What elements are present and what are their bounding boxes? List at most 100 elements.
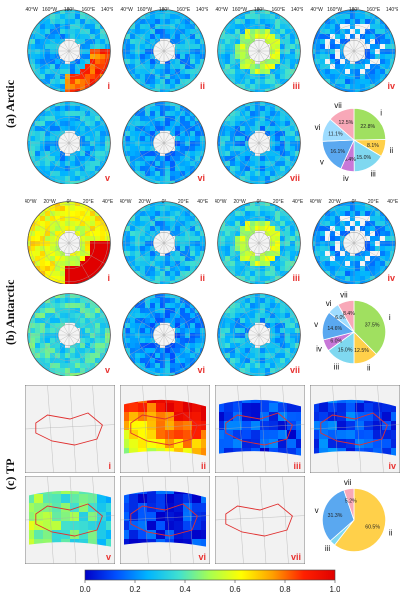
grid-cell (385, 64, 390, 69)
grid-cell (90, 231, 95, 236)
grid-cell (290, 318, 295, 323)
grid-cell (285, 231, 290, 236)
grid-cell (40, 333, 45, 338)
grid-cell (287, 421, 296, 430)
grid-cell (335, 271, 340, 276)
grid-cell (269, 448, 278, 456)
grid-cell (382, 421, 391, 430)
grid-cell (260, 84, 265, 89)
grid-cell (265, 276, 270, 281)
grid-cell (275, 261, 280, 266)
grid-cell (185, 141, 190, 146)
grid-cell (95, 161, 100, 166)
grid-cell (85, 106, 90, 111)
grid-cell (195, 131, 200, 136)
grid-cell (155, 348, 160, 353)
grid-cell (255, 69, 260, 74)
grid-cell (30, 241, 35, 246)
grid-cell (355, 439, 364, 448)
grid-cell (240, 156, 245, 161)
grid-cell (225, 54, 230, 59)
grid-cell (225, 353, 230, 358)
grid-cell (337, 421, 346, 430)
grid-cell (124, 530, 129, 539)
grid-cell (60, 211, 65, 216)
grid-cell (85, 216, 90, 221)
grid-cell (235, 256, 240, 261)
grid-cell (29, 539, 34, 547)
grid-cell (50, 34, 55, 39)
grid-cell (170, 281, 175, 284)
grid-cell (80, 236, 85, 241)
grid-cell (75, 161, 80, 166)
grid-cell (325, 266, 330, 271)
grid-cell (260, 69, 265, 74)
grid-cell (125, 333, 130, 338)
grid-cell (150, 333, 155, 338)
grid-cell (185, 216, 190, 221)
grid-cell (145, 343, 150, 348)
grid-cell (61, 512, 70, 521)
grid-cell (375, 34, 380, 39)
grid-cell (278, 403, 287, 412)
grid-cell (180, 358, 185, 363)
grid-cell (360, 59, 365, 64)
grid-cell (90, 24, 95, 29)
grid-cell (340, 69, 345, 74)
grid-cell (220, 54, 225, 59)
grid-cell (155, 206, 160, 211)
grid-cell (235, 106, 240, 111)
grid-cell (60, 221, 65, 226)
section-label-antarctic: (b) Antarctic (3, 279, 17, 345)
grid-cell (335, 19, 340, 24)
grid-cell (365, 29, 370, 34)
grid-cell (219, 403, 224, 412)
grid-cell (80, 171, 85, 176)
grid-cell (80, 363, 85, 368)
grid-cell (260, 399, 269, 403)
grid-cell (65, 293, 70, 298)
grid-cell (330, 216, 335, 221)
grid-cell (50, 161, 55, 166)
grid-cell (255, 79, 260, 84)
grid-cell (70, 211, 75, 216)
grid-cell (185, 211, 190, 216)
grid-cell (325, 241, 330, 246)
grid-cell (160, 74, 165, 79)
grid-cell (60, 231, 65, 236)
grid-cell (295, 231, 300, 236)
grid-cell (35, 166, 40, 171)
meridian-line (48, 15, 70, 52)
grid-cell (50, 368, 55, 373)
grid-cell (255, 126, 260, 131)
grid-cell (255, 313, 260, 318)
grid-cell (185, 348, 190, 353)
grid-cell (275, 358, 280, 363)
grid-cell (80, 206, 85, 211)
grid-cell (95, 59, 100, 64)
grid-cell (325, 226, 330, 231)
grid-cell (160, 293, 165, 298)
meridian-line (353, 30, 390, 52)
grid-cell (360, 271, 365, 276)
grid-cell (230, 19, 235, 24)
grid-cell (155, 166, 160, 171)
grid-cell (50, 256, 55, 261)
grid-cell (265, 281, 270, 284)
grid-cell (155, 39, 160, 44)
grid-cell (285, 161, 290, 166)
grid-cell (30, 246, 35, 251)
grid-cell (50, 353, 55, 358)
grid-cell (315, 49, 320, 54)
grid-cell (245, 69, 250, 74)
grid-cell (225, 266, 230, 271)
grid-cell (275, 241, 280, 246)
grid-cell (325, 74, 330, 79)
grid-cell (192, 430, 201, 439)
pie-category-label: vi (326, 299, 332, 308)
grid-cell (225, 333, 230, 338)
colorbar-tick-label: 0.4 (179, 585, 191, 594)
grid-cell (201, 521, 206, 530)
grid-cell (80, 151, 85, 156)
grid-cell (391, 448, 396, 456)
